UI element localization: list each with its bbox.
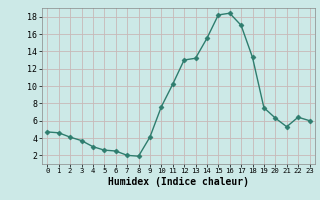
X-axis label: Humidex (Indice chaleur): Humidex (Indice chaleur) xyxy=(108,177,249,187)
